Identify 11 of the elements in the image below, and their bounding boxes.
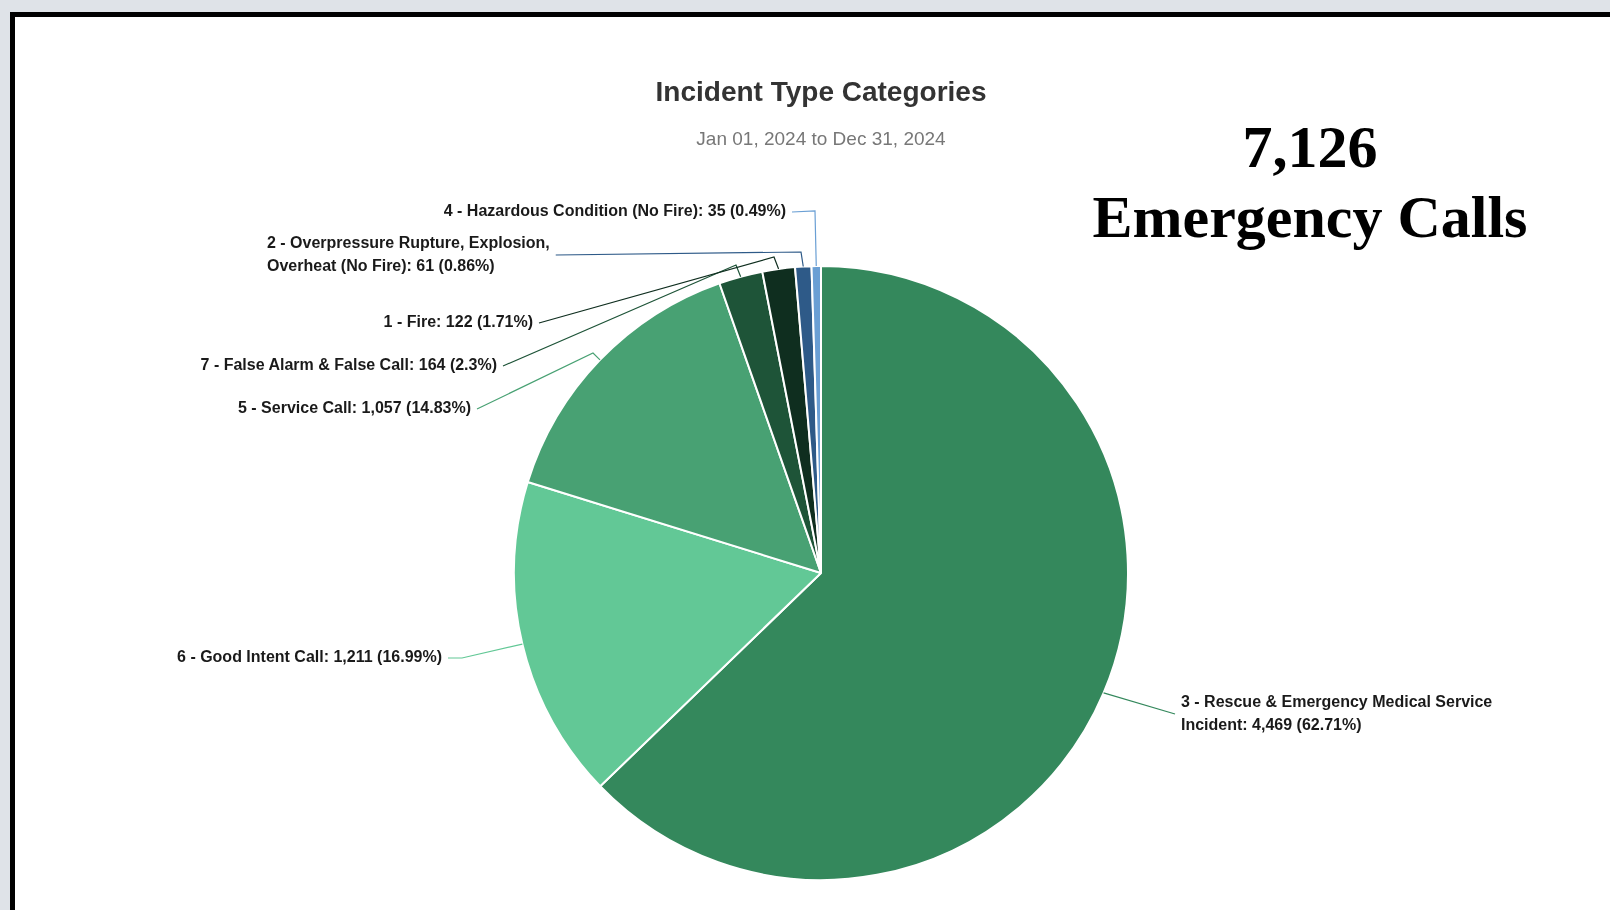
text: Emergency Calls — [1091, 183, 1529, 252]
text: 7,126 — [1241, 113, 1379, 182]
slice-label: 2 - Overpressure Rupture, Explosion, Overheat (No Fire): 61 (0.86%) — [267, 233, 550, 274]
slice-label: 5 - Service Call: 1,057 (14.83%) — [237, 399, 471, 417]
slice-label: 3 - Rescue & Emergency Medical Service Incident: 4,469 (62.71%) — [1181, 692, 1493, 733]
slice-label: 7 - False Alarm & False Call: 164 (2.3%) — [200, 356, 497, 374]
slice-label: 6 - Good Intent Call: 1,211 (16.99%) — [177, 648, 442, 666]
chart-title: Incident Type Categories — [655, 75, 987, 107]
slice-label: 1 - Fire: 122 (1.71%) — [383, 313, 533, 331]
slice-label: 4 - Hazardous Condition (No Fire): 35 (0.49%) — [443, 202, 786, 220]
chart-subtitle: Jan 01, 2024 to Dec 31, 2024 — [696, 128, 947, 150]
